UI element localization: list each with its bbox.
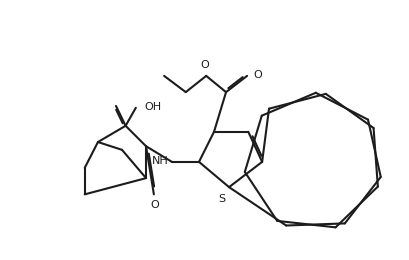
Text: NH: NH <box>151 156 168 166</box>
Text: O: O <box>252 70 261 80</box>
Text: S: S <box>218 194 225 204</box>
Text: O: O <box>151 200 159 210</box>
Text: O: O <box>200 60 209 70</box>
Text: OH: OH <box>144 102 161 112</box>
